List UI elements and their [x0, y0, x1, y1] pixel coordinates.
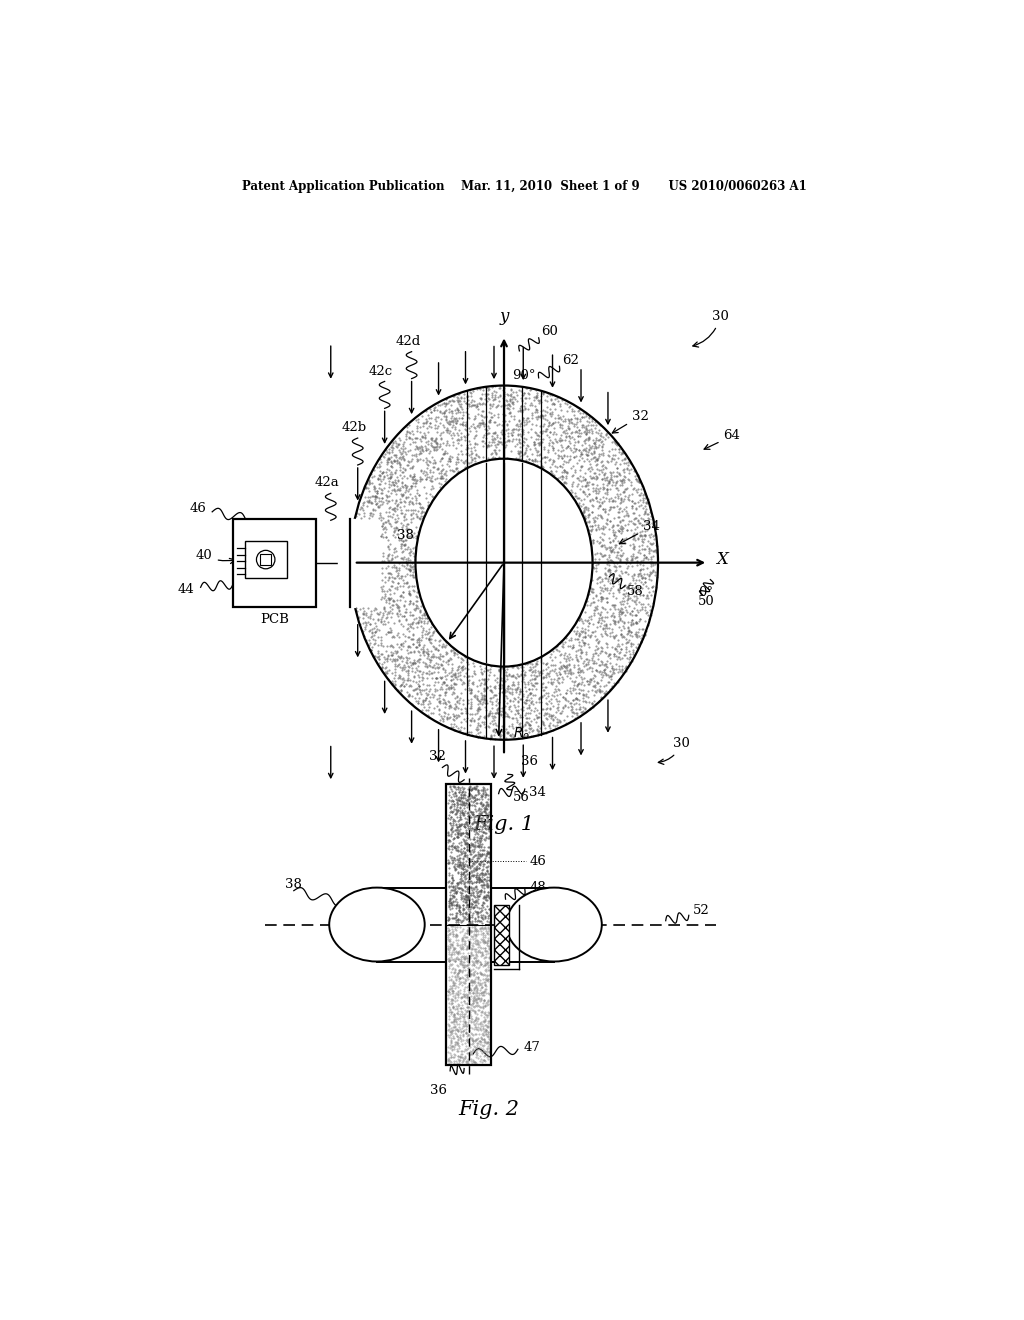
Bar [260, 554, 271, 565]
Text: 46: 46 [529, 855, 546, 869]
Text: 30: 30 [658, 738, 690, 764]
Text: 56: 56 [513, 791, 530, 804]
Text: 0°: 0° [698, 586, 713, 599]
Text: Patent Application Publication    Mar. 11, 2010  Sheet 1 of 9       US 2010/0060: Patent Application Publication Mar. 11, … [243, 180, 807, 193]
Bar [245, 541, 287, 578]
Text: 46: 46 [189, 502, 206, 515]
Text: $R_i$: $R_i$ [450, 595, 464, 611]
Bar [446, 784, 490, 1065]
Bar [233, 519, 316, 607]
Text: 34: 34 [620, 520, 659, 544]
Text: 48: 48 [529, 880, 546, 894]
Text: 52: 52 [510, 506, 527, 519]
Text: 40: 40 [196, 549, 236, 564]
Text: 90°: 90° [512, 370, 536, 383]
Text: X: X [716, 550, 728, 568]
Text: 40: 40 [544, 927, 561, 940]
Ellipse shape [506, 887, 602, 961]
Text: y: y [500, 309, 509, 326]
Text: 47: 47 [523, 1041, 540, 1055]
Text: 42d: 42d [395, 335, 421, 348]
Text: 52: 52 [692, 904, 710, 917]
Text: 36: 36 [430, 1084, 447, 1097]
Text: 42a: 42a [314, 477, 339, 490]
Ellipse shape [330, 887, 425, 961]
Text: $R_o$: $R_o$ [513, 726, 530, 742]
Text: Fig. 2: Fig. 2 [458, 1100, 519, 1119]
Ellipse shape [416, 458, 593, 667]
Text: 34: 34 [529, 785, 546, 799]
Text: 62: 62 [562, 354, 579, 367]
Text: 44: 44 [178, 583, 195, 597]
Text: 32: 32 [429, 750, 445, 763]
Text: 38: 38 [397, 529, 414, 543]
Text: 60: 60 [541, 325, 558, 338]
Text: 64: 64 [705, 429, 740, 449]
Text: 50: 50 [698, 594, 715, 607]
Text: 42b: 42b [341, 421, 367, 434]
Text: 42c: 42c [369, 364, 393, 378]
Text: 58: 58 [628, 585, 644, 598]
Bar [494, 904, 509, 965]
Bar [339, 519, 355, 607]
Text: PCB: PCB [260, 612, 289, 626]
Text: 38: 38 [285, 878, 301, 891]
Text: 30: 30 [693, 310, 729, 347]
Text: 32: 32 [612, 409, 649, 433]
Text: 54: 54 [435, 548, 452, 561]
Text: Fig. 1: Fig. 1 [473, 814, 535, 834]
Text: 36: 36 [521, 755, 538, 768]
